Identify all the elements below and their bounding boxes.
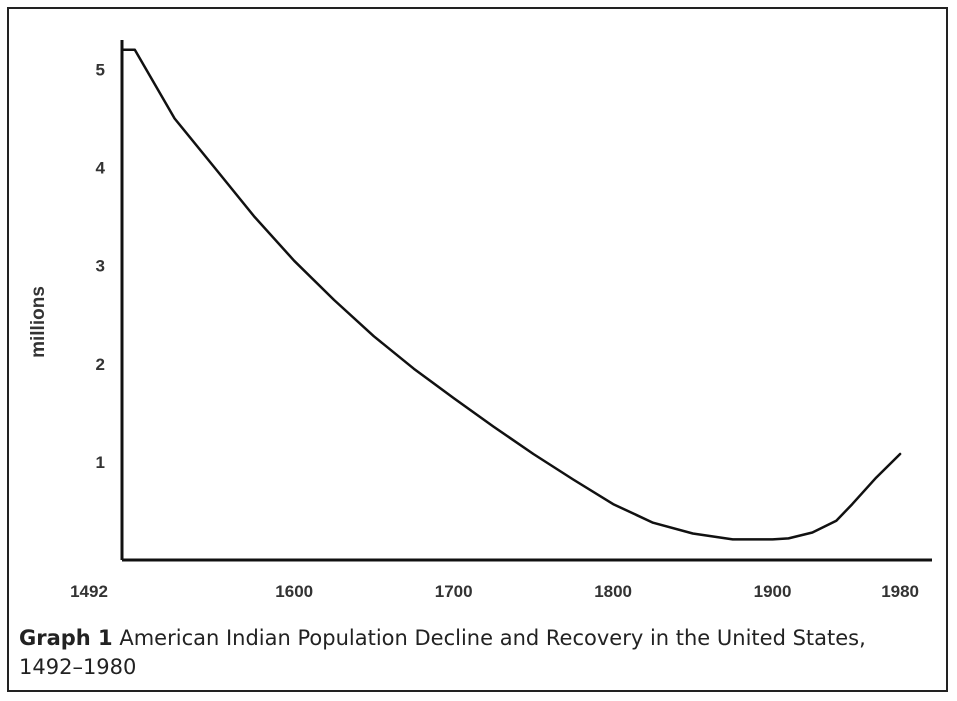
- x-tick-labels: 1492 1600 1700 1800 1900 1980: [70, 582, 919, 601]
- y-tick-label: 4: [96, 159, 106, 178]
- x-tick-label: 1700: [435, 582, 473, 601]
- x-tick-label: 1800: [594, 582, 632, 601]
- y-tick-label: 3: [96, 257, 105, 276]
- y-tick-label: 5: [96, 60, 105, 79]
- y-tick-label: 2: [96, 355, 105, 374]
- caption-label: Graph 1: [19, 626, 113, 650]
- x-tick-label: 1900: [754, 582, 792, 601]
- y-tick-label: 1: [96, 453, 105, 472]
- y-tick-labels: 1 2 3 4 5: [96, 60, 106, 471]
- caption-text: American Indian Population Decline and R…: [19, 626, 866, 679]
- y-axis-label: millions: [28, 286, 49, 358]
- x-tick-label: 1492: [70, 582, 108, 601]
- series-layer: [120, 48, 902, 541]
- figure-frame: [7, 7, 948, 692]
- population-line-chart: 1 2 3 4 5 1492 1600 1700 1800 1900 1980 millions: [28, 40, 932, 601]
- figure-caption: Graph 1 American Indian Population Decli…: [19, 624, 924, 682]
- x-tick-label: 1980: [881, 582, 919, 601]
- x-tick-label: 1600: [275, 582, 313, 601]
- population-series-line: [120, 48, 902, 541]
